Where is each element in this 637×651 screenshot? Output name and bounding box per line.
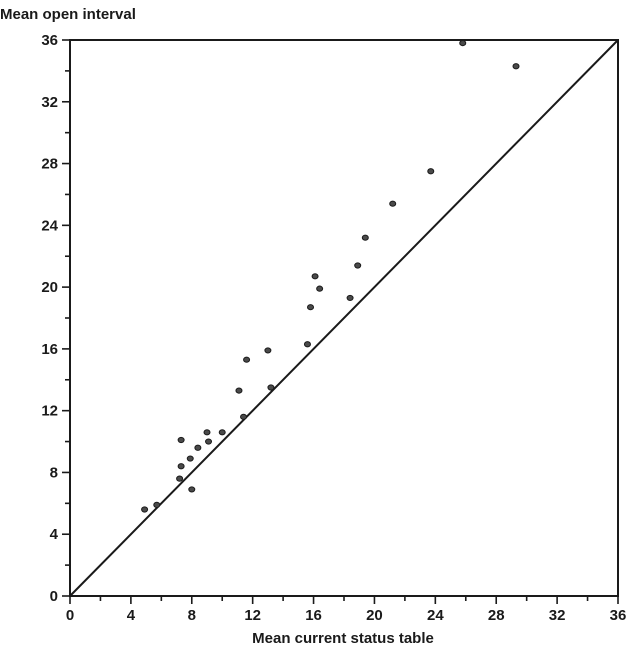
- reference-line: [69, 39, 619, 597]
- y-tick-label: 16: [41, 341, 58, 358]
- y-tick-label: 28: [41, 156, 58, 173]
- data-point: [303, 341, 311, 348]
- y-tick-label: 0: [50, 588, 58, 605]
- y-tick-label: 20: [41, 279, 58, 296]
- data-point: [203, 429, 211, 436]
- data-point: [235, 387, 243, 394]
- x-tick-label: 16: [305, 607, 322, 624]
- data-point: [512, 63, 520, 70]
- data-point: [264, 347, 272, 354]
- data-point: [459, 39, 467, 47]
- data-point: [346, 294, 354, 302]
- y-axis-title: Mean open interval: [0, 6, 136, 23]
- data-point: [218, 429, 226, 436]
- data-point: [153, 501, 161, 508]
- data-point: [427, 168, 435, 175]
- x-tick-label: 4: [127, 607, 136, 624]
- data-point: [307, 304, 315, 311]
- data-point: [176, 475, 184, 482]
- x-tick-label: 12: [244, 607, 261, 624]
- data-point: [243, 356, 251, 363]
- data-point: [389, 200, 397, 207]
- y-tick-label: 8: [50, 464, 58, 481]
- data-point: [267, 384, 275, 391]
- data-point: [205, 438, 213, 445]
- data-point: [316, 285, 324, 292]
- y-tick-label: 32: [41, 94, 58, 111]
- y-tick-label: 12: [41, 403, 58, 420]
- x-tick-label: 32: [549, 607, 566, 624]
- data-point: [177, 463, 185, 470]
- x-tick-label: 28: [488, 607, 505, 624]
- x-tick-label: 24: [427, 607, 444, 624]
- x-tick-label: 36: [610, 607, 627, 624]
- data-point: [240, 413, 248, 420]
- y-tick-label: 4: [50, 526, 59, 543]
- data-point: [141, 506, 149, 513]
- data-point: [194, 444, 202, 451]
- data-point: [361, 234, 369, 241]
- data-point: [311, 273, 319, 280]
- x-tick-label: 8: [188, 607, 196, 624]
- y-tick-label: 36: [41, 32, 58, 49]
- x-tick-label: 0: [66, 607, 74, 624]
- data-point: [177, 436, 185, 444]
- data-point: [188, 486, 196, 493]
- x-tick-label: 20: [366, 607, 383, 624]
- data-point: [186, 455, 194, 462]
- y-tick-label: 24: [41, 217, 58, 234]
- data-point: [354, 262, 362, 269]
- x-axis-title: Mean current status table: [252, 630, 434, 647]
